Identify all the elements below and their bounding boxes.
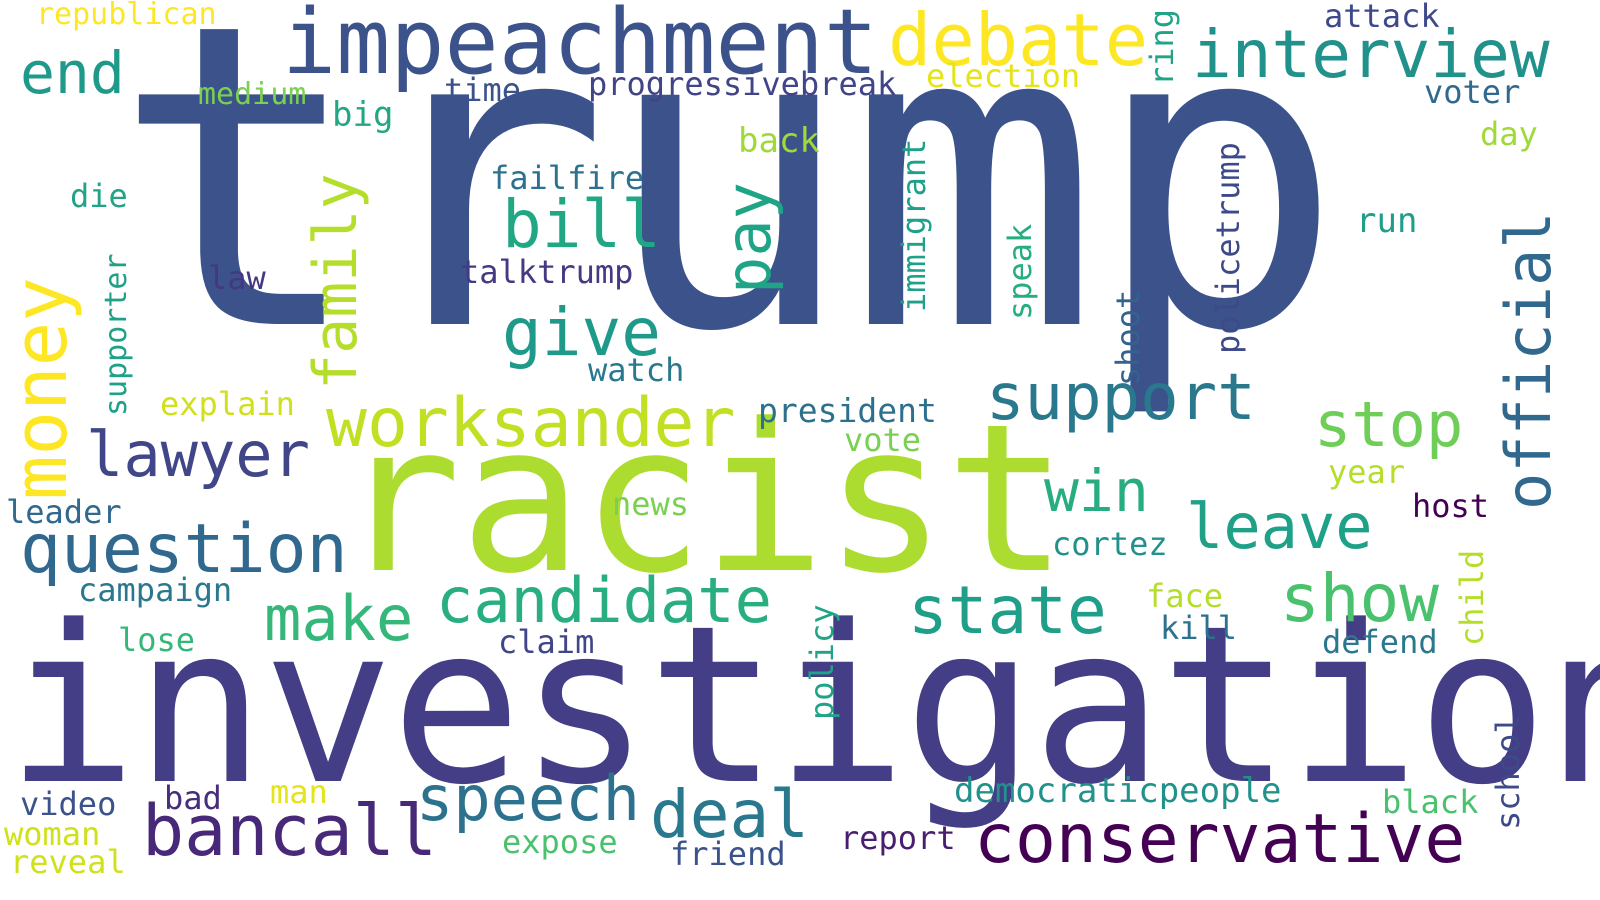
word-law: law xyxy=(208,259,266,297)
word-host: host xyxy=(1412,487,1490,525)
word-news: news xyxy=(612,485,690,523)
word-run: run xyxy=(1356,201,1418,241)
word-attack: attack xyxy=(1324,0,1440,35)
word-immigrant: immigrant xyxy=(895,138,933,312)
word-question: question xyxy=(20,510,348,589)
word-child: child xyxy=(1453,549,1491,646)
word-day: day xyxy=(1480,115,1538,153)
word-reveal: reveal xyxy=(10,843,126,881)
word-trump: trump xyxy=(112,0,1344,424)
word-pay: pay xyxy=(712,182,785,294)
word-speech: speech xyxy=(416,762,640,835)
word-democraticpeople: democraticpeople xyxy=(954,771,1282,811)
word-expose: expose xyxy=(502,823,618,861)
word-progressivebreak: progressivebreak xyxy=(588,65,897,103)
word-give: give xyxy=(502,294,661,371)
word-defend: defend xyxy=(1322,623,1438,661)
word-back: back xyxy=(738,121,820,161)
word-stop: stop xyxy=(1314,388,1464,461)
word-bad: bad xyxy=(164,779,222,817)
word-supporter: supporter xyxy=(99,253,134,416)
word-leader: leader xyxy=(6,493,122,531)
word-talktrump: talktrump xyxy=(460,253,634,291)
word-watch: watch xyxy=(588,351,685,389)
word-end: end xyxy=(20,39,125,107)
word-year: year xyxy=(1328,453,1406,491)
word-voter: voter xyxy=(1424,73,1521,111)
word-cortez: cortez xyxy=(1052,525,1168,563)
word-man: man xyxy=(270,773,328,811)
word-candidate: candidate xyxy=(436,564,772,637)
word-school: school xyxy=(1489,714,1527,830)
word-report: report xyxy=(840,819,956,857)
word-show: show xyxy=(1280,560,1439,637)
word-support: support xyxy=(986,361,1256,435)
word-campaign: campaign xyxy=(78,571,233,609)
word-time: time xyxy=(444,71,522,109)
word-explain: explain xyxy=(160,385,295,423)
word-woman: woman xyxy=(4,815,101,853)
word-bancall: bancall xyxy=(142,790,438,872)
word-friend: friend xyxy=(670,835,786,873)
money-word: money xyxy=(0,277,84,500)
word-deal: deal xyxy=(650,776,809,853)
word-president: president xyxy=(758,391,937,430)
word-family: family xyxy=(301,173,371,390)
word-failfire: failfire xyxy=(490,159,645,197)
word-policetrump: policetrump xyxy=(1209,142,1247,354)
word-official: official xyxy=(1492,211,1565,510)
word-republican: republican xyxy=(36,0,217,32)
word-shoot: shoot xyxy=(1109,289,1147,386)
word-bill: bill xyxy=(502,186,661,263)
word-election: election xyxy=(926,57,1081,95)
word-black: black xyxy=(1382,783,1479,821)
word-policy: policy xyxy=(803,604,841,720)
word-kill: kill xyxy=(1160,609,1238,647)
word-die: die xyxy=(70,177,128,215)
word-speak: speak xyxy=(1001,223,1039,320)
word-claim: claim xyxy=(498,623,595,661)
word-debate: debate xyxy=(888,0,1149,82)
word-medium: medium xyxy=(198,77,307,112)
word-state: state xyxy=(908,572,1107,649)
word-worksander: worksander xyxy=(326,384,736,463)
word-big: big xyxy=(332,95,394,135)
word-face: face xyxy=(1146,577,1224,615)
word-make: make xyxy=(264,582,414,655)
word-lawyer: lawyer xyxy=(86,418,310,491)
word-interview: interview xyxy=(1192,16,1550,93)
word-impeachment: impeachment xyxy=(282,0,879,95)
word-win: win xyxy=(1044,457,1149,525)
word-video: video xyxy=(20,785,117,823)
word-racist: racist xyxy=(338,381,1069,619)
word-ring: ring xyxy=(1143,8,1181,86)
word-lose: lose xyxy=(118,621,196,659)
word-leave: leave xyxy=(1186,490,1373,563)
word-investigation: investigation xyxy=(6,580,1600,833)
word-vote: vote xyxy=(844,421,922,459)
word-conservative: conservative xyxy=(974,800,1466,879)
